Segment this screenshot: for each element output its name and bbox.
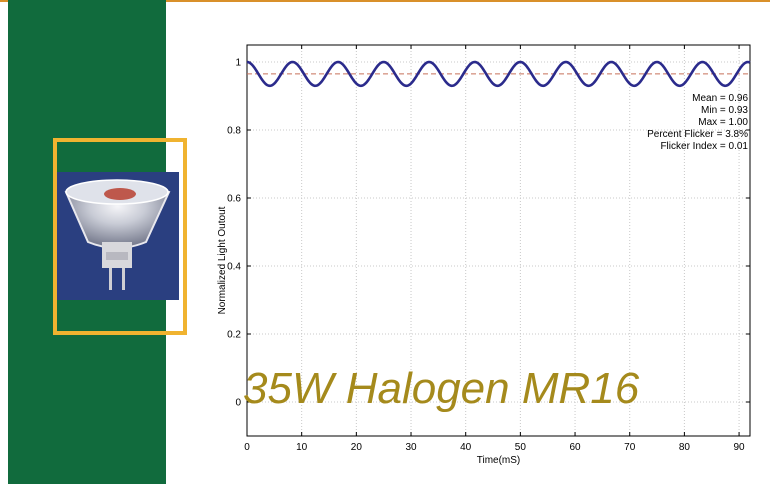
plot-area xyxy=(246,44,751,437)
x-axis-ticks: 0 10 20 30 40 50 60 70 80 90 xyxy=(244,45,745,453)
x-tick-label: 70 xyxy=(624,442,636,453)
x-tick-label: 80 xyxy=(679,442,691,453)
stat-max: Max = 1.00 xyxy=(698,117,748,128)
flicker-chart: 0 10 20 30 40 50 60 70 80 90 0 0.2 0.4 0.6 0.8 1 Mean … xyxy=(217,44,751,466)
x-tick-label: 50 xyxy=(515,442,527,453)
y-tick-label: 0 xyxy=(235,398,241,409)
x-tick-label: 40 xyxy=(460,442,472,453)
x-tick-label: 90 xyxy=(734,442,746,453)
y-tick-label: 0.2 xyxy=(227,330,241,341)
y-tick-label: 0.6 xyxy=(227,194,241,205)
top-accent-line xyxy=(0,0,770,2)
x-tick-label: 0 xyxy=(244,442,250,453)
x-tick-label: 10 xyxy=(296,442,308,453)
y-axis-title: Normalized Light Outout xyxy=(217,206,228,314)
halogen-lamp-icon xyxy=(56,172,179,300)
stat-min: Min = 0.93 xyxy=(701,105,748,116)
photo-highlight-frame xyxy=(53,138,187,335)
y-tick-label: 1 xyxy=(235,58,241,69)
stat-flicker-index: Flicker Index = 0.01 xyxy=(660,141,748,152)
series-line xyxy=(246,60,751,88)
y-tick-label: 0.8 xyxy=(227,126,241,137)
x-tick-label: 60 xyxy=(569,442,581,453)
x-axis-title: Time(mS) xyxy=(477,455,521,466)
stat-mean: Mean = 0.96 xyxy=(692,93,748,104)
y-axis-ticks: 0 0.2 0.4 0.6 0.8 1 xyxy=(227,58,750,409)
lamp-type-label: 35W Halogen MR16 xyxy=(243,364,640,413)
halogen-lamp-photo xyxy=(56,172,179,300)
stat-percent-flicker: Percent Flicker = 3.8% xyxy=(647,129,748,140)
y-tick-label: 0.4 xyxy=(227,262,241,273)
flicker-stats: Mean = 0.96 Min = 0.93 Max = 1.00 Percen… xyxy=(647,93,748,152)
x-tick-label: 30 xyxy=(405,442,417,453)
x-tick-label: 20 xyxy=(351,442,363,453)
